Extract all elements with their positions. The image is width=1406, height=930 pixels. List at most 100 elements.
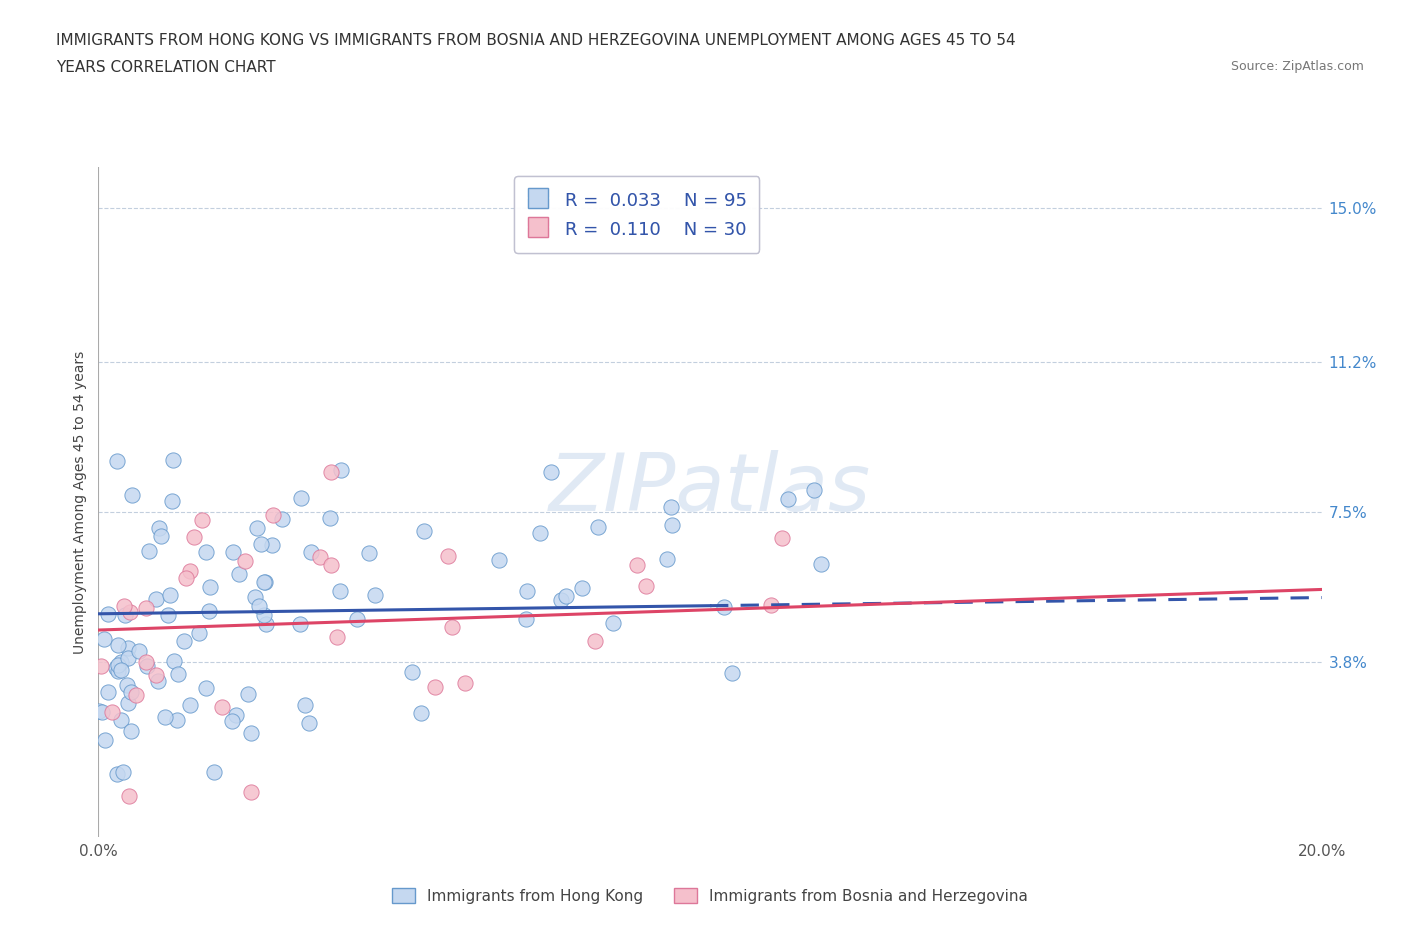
Point bbox=[319, 558, 342, 573]
Point bbox=[96, 684, 118, 699]
Point bbox=[253, 608, 276, 623]
Point bbox=[329, 463, 352, 478]
Point bbox=[90, 704, 112, 719]
Point bbox=[120, 684, 142, 699]
Point bbox=[110, 712, 132, 727]
Point bbox=[713, 599, 735, 614]
Point bbox=[159, 588, 181, 603]
Point bbox=[107, 637, 129, 652]
Text: IMMIGRANTS FROM HONG KONG VS IMMIGRANTS FROM BOSNIA AND HERZEGOVINA UNEMPLOYMENT: IMMIGRANTS FROM HONG KONG VS IMMIGRANTS … bbox=[56, 33, 1017, 47]
Point bbox=[228, 566, 250, 581]
Point bbox=[298, 716, 321, 731]
Point bbox=[319, 464, 342, 479]
Point bbox=[110, 655, 132, 670]
Point bbox=[135, 600, 157, 615]
Point bbox=[179, 564, 201, 578]
Point bbox=[222, 544, 245, 559]
Point bbox=[118, 604, 141, 619]
Point bbox=[776, 491, 799, 506]
Point bbox=[254, 617, 277, 631]
Point bbox=[721, 666, 744, 681]
Point bbox=[770, 531, 793, 546]
Point bbox=[401, 665, 423, 680]
Point bbox=[155, 710, 177, 724]
Point bbox=[412, 524, 434, 538]
Point bbox=[540, 465, 562, 480]
Point bbox=[529, 526, 551, 541]
Point bbox=[191, 513, 214, 528]
Point bbox=[454, 675, 477, 690]
Y-axis label: Unemployment Among Ages 45 to 54 years: Unemployment Among Ages 45 to 54 years bbox=[73, 351, 87, 654]
Point bbox=[516, 583, 538, 598]
Point bbox=[346, 611, 368, 626]
Point bbox=[117, 696, 139, 711]
Point bbox=[319, 512, 342, 526]
Point bbox=[488, 552, 510, 567]
Point bbox=[87, 704, 110, 719]
Point bbox=[437, 549, 460, 564]
Point bbox=[254, 575, 277, 590]
Point bbox=[803, 483, 825, 498]
Point bbox=[121, 487, 143, 502]
Point bbox=[247, 599, 270, 614]
Point bbox=[240, 785, 263, 800]
Point bbox=[233, 554, 256, 569]
Point bbox=[262, 508, 284, 523]
Point bbox=[626, 558, 648, 573]
Point bbox=[270, 512, 292, 526]
Point bbox=[107, 664, 129, 679]
Point bbox=[583, 633, 606, 648]
Point bbox=[659, 499, 682, 514]
Point bbox=[357, 546, 380, 561]
Point bbox=[167, 666, 190, 681]
Point bbox=[554, 589, 576, 604]
Point bbox=[200, 579, 222, 594]
Text: ZIPatlas: ZIPatlas bbox=[548, 450, 872, 528]
Point bbox=[246, 520, 269, 535]
Point bbox=[162, 453, 184, 468]
Point bbox=[602, 616, 624, 631]
Point bbox=[253, 575, 276, 590]
Legend: R =  0.033    N = 95, R =  0.110    N = 30: R = 0.033 N = 95, R = 0.110 N = 30 bbox=[515, 177, 759, 253]
Point bbox=[290, 617, 312, 631]
Point bbox=[249, 537, 271, 551]
Point bbox=[550, 592, 572, 607]
Point bbox=[202, 764, 225, 779]
Point bbox=[262, 538, 284, 552]
Point bbox=[329, 584, 352, 599]
Point bbox=[238, 687, 260, 702]
Point bbox=[93, 631, 115, 646]
Point bbox=[195, 681, 218, 696]
Point bbox=[128, 644, 150, 658]
Point bbox=[759, 598, 782, 613]
Point bbox=[148, 520, 170, 535]
Point bbox=[515, 612, 537, 627]
Point bbox=[197, 604, 219, 618]
Point bbox=[112, 764, 135, 779]
Point bbox=[326, 630, 349, 644]
Point bbox=[364, 588, 387, 603]
Point bbox=[146, 673, 169, 688]
Point bbox=[299, 545, 322, 560]
Point bbox=[308, 550, 330, 565]
Point bbox=[150, 528, 173, 543]
Point bbox=[571, 580, 593, 595]
Point bbox=[183, 530, 205, 545]
Point bbox=[97, 607, 120, 622]
Point bbox=[423, 680, 446, 695]
Point bbox=[655, 551, 678, 566]
Point bbox=[440, 619, 463, 634]
Point bbox=[125, 687, 148, 702]
Point bbox=[290, 491, 312, 506]
Point bbox=[221, 713, 243, 728]
Point bbox=[105, 766, 128, 781]
Point bbox=[162, 654, 184, 669]
Point bbox=[145, 592, 167, 607]
Point bbox=[107, 658, 129, 672]
Point bbox=[661, 518, 683, 533]
Point bbox=[179, 698, 201, 712]
Point bbox=[411, 706, 433, 721]
Point bbox=[294, 698, 316, 712]
Point bbox=[194, 544, 217, 559]
Point bbox=[117, 641, 139, 656]
